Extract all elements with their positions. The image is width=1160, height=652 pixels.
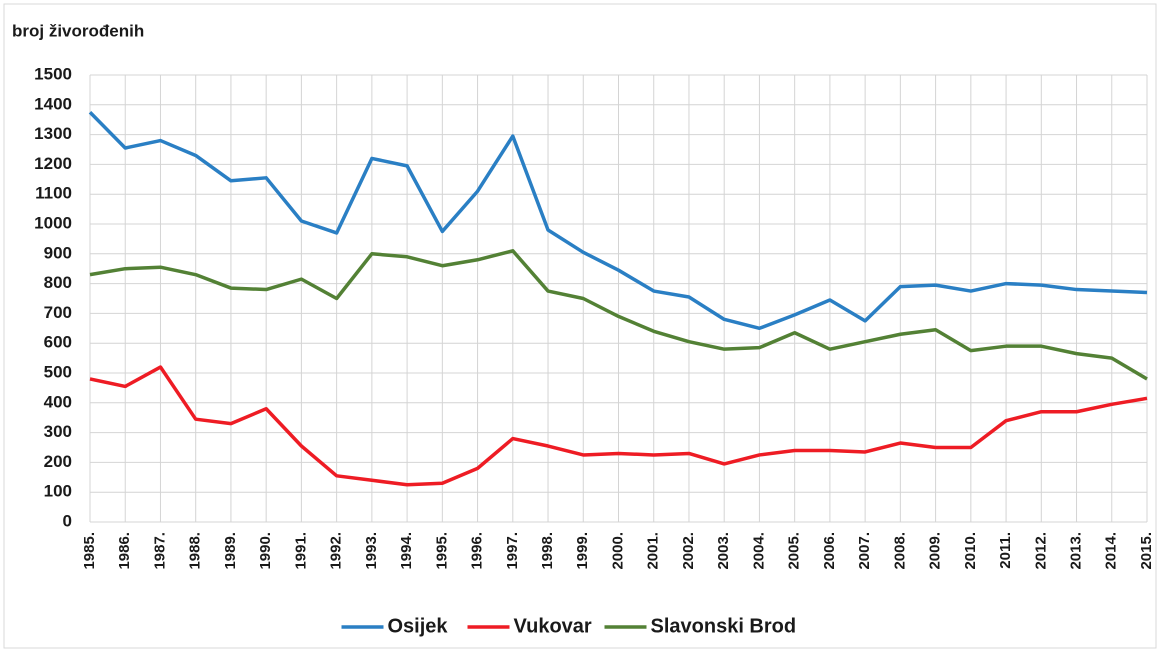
chart-border [3,3,1157,649]
x-tick-label: 1999. [574,532,591,570]
x-tick-label: 2009. [927,532,944,570]
series-line [89,249,1148,381]
x-tick-label: 2007. [856,532,873,570]
x-tick-label: 1987. [151,532,168,570]
y-tick-label: 200 [44,452,72,471]
x-tick-label: 1986. [116,532,133,570]
y-tick-label: 1200 [34,154,72,173]
y-tick-label: 300 [44,422,72,441]
x-tick-label: 2002. [680,532,697,570]
y-tick-label: 600 [44,333,72,352]
y-tick-label: 1300 [34,124,72,143]
y-tick-label: 1500 [34,64,72,83]
x-tick-label: 1993. [363,532,380,570]
x-tick-label: 2014. [1103,532,1120,570]
y-tick-label: 1400 [34,94,72,113]
y-axis-label: broj živorođenih [12,21,144,40]
y-tick-label: 0 [63,511,72,530]
x-tick-label: 1996. [469,532,486,570]
legend-label: Vukovar [514,615,592,637]
x-tick-label: 2006. [821,532,838,570]
x-tick-label: 1994. [398,532,415,570]
x-tick-label: 1991. [292,532,309,570]
x-tick-label: 2005. [786,532,803,570]
legend-label: Slavonski Brod [651,615,797,637]
y-tick-label: 700 [44,303,72,322]
x-tick-label: 2012. [1032,532,1049,570]
y-tick-label: 400 [44,392,72,411]
x-tick-label: 1988. [187,532,204,570]
x-tick-label: 1998. [539,532,556,570]
x-tick-label: 2015. [1138,532,1155,570]
legend-label: Osijek [388,615,449,637]
y-tick-label: 900 [44,243,72,262]
x-tick-label: 1990. [257,532,274,570]
x-tick-label: 1997. [504,532,521,570]
x-tick-label: 2003. [715,532,732,570]
x-tick-label: 2013. [1068,532,1085,570]
y-tick-label: 800 [44,273,72,292]
y-tick-label: 1000 [34,213,72,232]
x-tick-label: 2011. [997,532,1014,569]
x-tick-label: 1989. [222,532,239,570]
x-tick-label: 2010. [962,532,979,570]
y-tick-label: 1100 [35,184,72,203]
x-tick-label: 2008. [891,532,908,570]
series-line [88,111,1148,331]
y-tick-label: 100 [44,482,72,501]
x-tick-label: 1992. [328,532,345,570]
x-tick-label: 2001. [645,532,662,570]
x-tick-label: 1995. [433,532,450,570]
x-tick-label: 2004. [750,532,767,570]
x-tick-label: 1985. [81,532,98,570]
series-line [89,365,1148,487]
x-tick-label: 2000. [609,532,626,570]
y-tick-label: 500 [44,362,72,381]
